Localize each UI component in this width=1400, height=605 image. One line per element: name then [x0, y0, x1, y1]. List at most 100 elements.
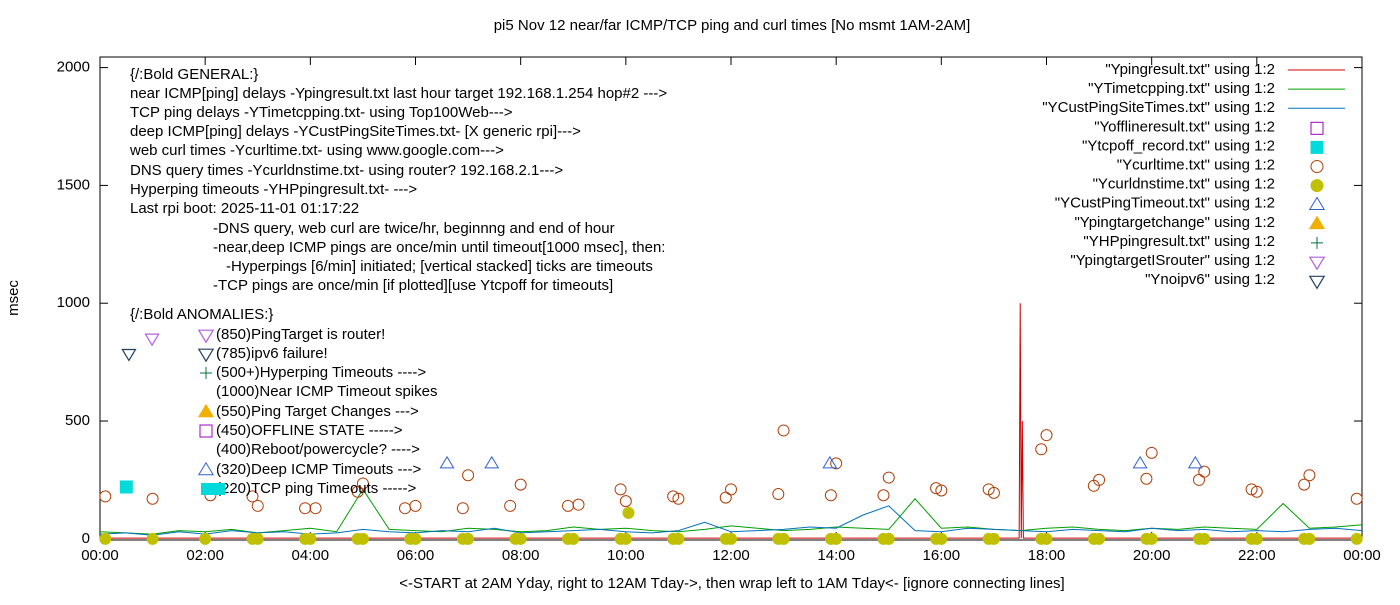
data-point [619, 495, 632, 508]
legend-label: "YHPpingresult.txt" using 1:2 [1083, 233, 1275, 250]
annotation-icon [199, 424, 213, 438]
data-point [99, 532, 112, 545]
data-point [99, 490, 112, 503]
legend-swatch [1310, 140, 1324, 154]
x-tick-label: 00:00 [81, 547, 119, 564]
data-point [1145, 532, 1158, 545]
data-point [824, 489, 837, 502]
legend-label: "Yofflineresult.txt" using 1:2 [1094, 118, 1275, 135]
annotation: DNS query times -Ycurldnstime.txt- using… [130, 162, 563, 179]
data-point [567, 532, 580, 545]
y-tick-label: 500 [65, 412, 90, 429]
annotation-icon [200, 367, 212, 379]
legend-label: "Ypingtargetchange" using 1:2 [1074, 214, 1275, 231]
legend-label: "YpingtargetISrouter" using 1:2 [1070, 252, 1275, 269]
annotation: (220)TCP ping Timeouts -----> [216, 480, 416, 497]
data-point [877, 489, 890, 502]
annotation: -DNS query, web curl are twice/hr, begin… [213, 220, 615, 237]
data-point [672, 532, 685, 545]
annotation: (450)OFFLINE STATE -----> [216, 422, 403, 439]
data-point [935, 532, 948, 545]
data-point [1250, 532, 1263, 545]
legend-swatch [1310, 121, 1324, 135]
data-point [987, 486, 1000, 499]
data-point [514, 478, 527, 491]
data-point [935, 484, 948, 497]
legend-label: "Ycurldnstime.txt" using 1:2 [1093, 176, 1275, 193]
data-point [822, 455, 838, 469]
annotation: deep ICMP[ping] delays -YCustPingSiteTim… [130, 123, 581, 140]
legend-swatch [1308, 215, 1326, 230]
data-point [777, 532, 790, 545]
data-point [246, 490, 259, 503]
annotation: web curl times -Ycurltime.txt- using www… [129, 142, 504, 159]
data-point [619, 532, 632, 545]
data-point [409, 499, 422, 512]
data-point [146, 532, 159, 545]
x-tick-label: 04:00 [292, 547, 330, 564]
legend-swatch [1311, 236, 1323, 249]
annotation: (785)ipv6 failure! [216, 345, 328, 362]
x-tick-label: 14:00 [817, 547, 855, 564]
y-tick-label: 0 [82, 530, 90, 547]
data-point [1040, 429, 1053, 442]
legend-swatch [1308, 256, 1326, 271]
x-tick-label: 12:00 [712, 547, 750, 564]
data-point [462, 469, 475, 482]
data-point [1093, 473, 1106, 486]
data-point [1303, 532, 1316, 545]
annotation: -TCP pings are once/min [if plotted][use… [213, 277, 613, 294]
annotation: (850)PingTarget is router! [216, 326, 385, 343]
y-tick-label: 1000 [57, 294, 90, 311]
annotation: -Hyperpings [6/min] initiated; [vertical… [226, 258, 653, 275]
x-tick-label: 10:00 [607, 547, 645, 564]
annotation: near ICMP[ping] delays -Ypingresult.txt … [130, 85, 667, 102]
x-tick-label: 18:00 [1028, 547, 1066, 564]
x-tick-label: 16:00 [923, 547, 961, 564]
y-tick-label: 1500 [57, 176, 90, 193]
data-point [121, 348, 137, 362]
data-point [1350, 492, 1363, 505]
data-point [304, 532, 317, 545]
data-point [572, 498, 585, 511]
annotation: Hyperping timeouts -YHPpingresult.txt- -… [130, 181, 417, 198]
data-point [672, 492, 685, 505]
annotation-icon [197, 348, 215, 363]
annotation-icon [197, 461, 215, 476]
data-point [1298, 478, 1311, 491]
data-point [309, 502, 322, 515]
legend-label: "Ycurltime.txt" using 1:2 [1117, 156, 1275, 173]
data-point [1245, 483, 1258, 496]
data-point [614, 483, 627, 496]
y-tick-label: 2000 [57, 59, 90, 76]
annotation: Last rpi boot: 2025-11-01 01:17:22 [130, 200, 359, 217]
data-point [1035, 443, 1048, 456]
data-point [1198, 532, 1211, 545]
data-point [144, 333, 160, 347]
data-point [1145, 446, 1158, 459]
data-point [484, 455, 500, 469]
legend-swatch [1310, 160, 1324, 173]
data-point [930, 482, 943, 495]
data-point [1250, 485, 1263, 498]
x-tick-label: 00:00 [1343, 547, 1381, 564]
series-line [100, 303, 1362, 539]
annotation-icon [197, 329, 215, 344]
annotation: (1000)Near ICMP Timeout spikes [216, 383, 437, 400]
x-axis-label: <-START at 2AM Yday, right to 12AM Tday-… [399, 575, 1064, 592]
data-point [251, 532, 264, 545]
annotation: (320)Deep ICMP Timeouts ---> [216, 461, 421, 478]
data-point [830, 457, 843, 470]
annotation-icon [201, 483, 225, 495]
legend-swatch [1310, 179, 1324, 193]
data-point [146, 492, 159, 505]
x-tick-label: 06:00 [397, 547, 435, 564]
data-point [199, 532, 212, 545]
annotation: {/:Bold ANOMALIES:} [130, 306, 273, 323]
data-point [667, 490, 680, 503]
legend-label: "YCustPingTimeout.txt" using 1:2 [1055, 195, 1275, 212]
data-point [456, 502, 469, 515]
x-tick-label: 22:00 [1238, 547, 1276, 564]
data-point [1303, 469, 1316, 482]
